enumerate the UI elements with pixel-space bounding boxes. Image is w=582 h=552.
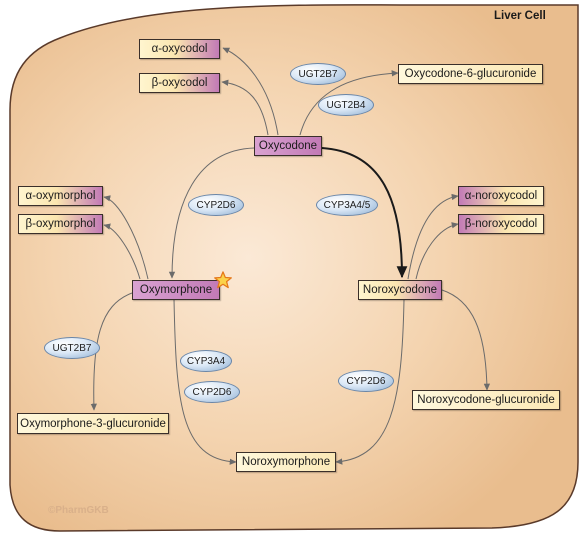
star-icon bbox=[214, 271, 232, 289]
arrow-noroxycodone-to-noroxymorphone bbox=[335, 299, 405, 465]
metabolite-noroxycodone[interactable]: Noroxycodone bbox=[358, 280, 442, 300]
enzyme-ugt2b7-top[interactable]: UGT2B7 bbox=[290, 63, 346, 85]
arrow-oxymorphone-to-alpha-oxymorphol bbox=[103, 195, 149, 280]
metabolite-alpha-noroxycodol[interactable]: α-noroxycodol bbox=[458, 186, 544, 206]
metabolite-oxycodone-6-glucuronide[interactable]: Oxycodone-6-glucuronide bbox=[398, 64, 543, 84]
arrow-oxycodone-to-noroxycodone bbox=[321, 147, 408, 279]
arrow-oxymorphone-to-oxymorphone-3-glucuronide bbox=[90, 292, 133, 411]
arrow-oxycodone-to-alpha-oxycodol bbox=[222, 47, 279, 136]
enzyme-cyp3a4[interactable]: CYP3A4 bbox=[180, 350, 232, 372]
enzyme-cyp2d6-right[interactable]: CYP2D6 bbox=[338, 370, 394, 392]
metabolite-alpha-oxymorphol[interactable]: α-oxymorphol bbox=[18, 186, 103, 206]
arrow-oxycodone-to-oxycodone-6-glucuronide bbox=[299, 70, 399, 136]
enzyme-ugt2b7-left[interactable]: UGT2B7 bbox=[44, 337, 100, 359]
enzyme-cyp2d6-middle[interactable]: CYP2D6 bbox=[184, 381, 240, 403]
credit-label: ©PharmGKB bbox=[48, 505, 109, 516]
arrow-oxymorphone-to-noroxymorphone bbox=[173, 298, 237, 465]
arrow-noroxycodone-to-alpha-noroxycodol bbox=[407, 193, 459, 280]
cell-title: Liver Cell bbox=[494, 10, 546, 22]
arrow-oxycodone-to-beta-oxycodol bbox=[221, 79, 269, 136]
metabolite-noroxycodone-glucuronide[interactable]: Noroxycodone-glucuronide bbox=[412, 390, 560, 410]
arrow-noroxycodone-to-beta-noroxycodol bbox=[415, 222, 459, 280]
metabolite-beta-noroxycodol[interactable]: β-noroxycodol bbox=[458, 214, 544, 234]
arrow-noroxycodone-to-noroxycodone-glucuronide bbox=[441, 289, 491, 391]
metabolite-oxymorphone[interactable]: Oxymorphone bbox=[132, 280, 220, 300]
enzyme-ugt2b4[interactable]: UGT2B4 bbox=[318, 94, 374, 116]
metabolite-oxymorphone-3-glucuronide[interactable]: Oxymorphone-3-glucuronide bbox=[17, 413, 169, 434]
metabolite-oxycodone[interactable]: Oxycodone bbox=[254, 136, 322, 156]
metabolite-noroxymorphone[interactable]: Noroxymorphone bbox=[236, 452, 336, 472]
arrow-oxycodone-to-oxymorphone bbox=[168, 147, 255, 279]
metabolite-beta-oxycodol[interactable]: β-oxycodol bbox=[139, 73, 220, 93]
metabolite-beta-oxymorphol[interactable]: β-oxymorphol bbox=[18, 214, 103, 234]
enzyme-cyp2d6-left[interactable]: CYP2D6 bbox=[188, 194, 244, 216]
metabolite-alpha-oxycodol[interactable]: α-oxycodol bbox=[139, 39, 220, 59]
arrow-oxymorphone-to-beta-oxymorphol bbox=[103, 223, 141, 280]
enzyme-cyp3a4-5[interactable]: CYP3A4/5 bbox=[316, 194, 378, 216]
